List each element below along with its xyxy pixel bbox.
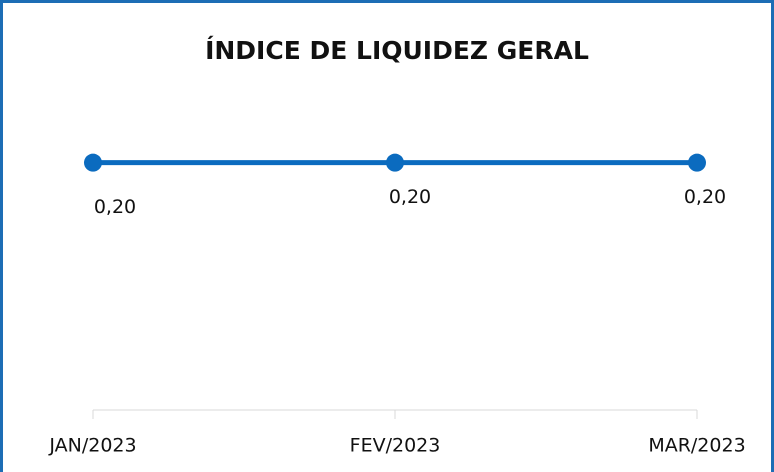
point — [84, 153, 102, 172]
point — [688, 153, 706, 172]
chart-title: ÍNDICE DE LIQUIDEZ GERAL — [205, 36, 589, 65]
data-label: 0,20 — [389, 186, 431, 208]
x-tick-label: FEV/2023 — [350, 435, 441, 457]
x-tick-label: JAN/2023 — [48, 435, 136, 457]
x-tick-label: MAR/2023 — [648, 435, 745, 457]
data-label: 0,20 — [684, 186, 726, 208]
point — [386, 153, 404, 172]
data-label: 0,20 — [94, 196, 136, 218]
